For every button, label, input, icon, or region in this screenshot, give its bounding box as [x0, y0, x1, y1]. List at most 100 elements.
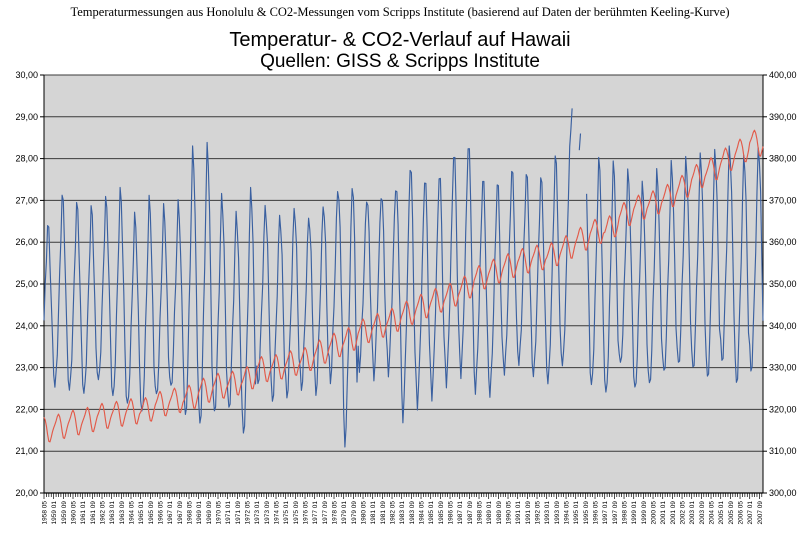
svg-text:1959 09: 1959 09	[61, 501, 68, 525]
svg-text:28,00: 28,00	[15, 154, 38, 164]
svg-text:1988 05: 1988 05	[477, 501, 484, 525]
svg-text:1962 05: 1962 05	[100, 501, 107, 525]
svg-text:2007 01: 2007 01	[747, 501, 754, 525]
svg-text:21,00: 21,00	[15, 446, 38, 456]
svg-text:1998 05: 1998 05	[622, 501, 629, 525]
svg-text:1969 01: 1969 01	[196, 501, 203, 525]
plot-border	[43, 75, 764, 494]
svg-text:1993 09: 1993 09	[554, 501, 561, 525]
svg-text:30,00: 30,00	[15, 70, 38, 80]
svg-text:1999 09: 1999 09	[641, 501, 648, 525]
svg-text:1982 05: 1982 05	[390, 501, 397, 525]
svg-text:1965 01: 1965 01	[138, 501, 145, 525]
svg-text:1975 01: 1975 01	[283, 501, 290, 525]
svg-text:1991 09: 1991 09	[525, 501, 532, 525]
svg-text:1961 09: 1961 09	[90, 501, 97, 525]
svg-text:1990 05: 1990 05	[506, 501, 513, 525]
svg-text:1979 09: 1979 09	[351, 501, 358, 525]
svg-text:1972 05: 1972 05	[245, 501, 252, 525]
svg-text:1958 05: 1958 05	[42, 501, 49, 525]
svg-text:2003 09: 2003 09	[699, 501, 706, 525]
svg-text:300,00: 300,00	[769, 488, 797, 498]
svg-text:360,00: 360,00	[769, 237, 797, 247]
svg-text:1967 09: 1967 09	[177, 501, 184, 525]
svg-text:1989 09: 1989 09	[496, 501, 503, 525]
svg-text:29,00: 29,00	[15, 112, 38, 122]
svg-text:310,00: 310,00	[769, 446, 797, 456]
svg-text:1980 05: 1980 05	[361, 501, 368, 525]
svg-text:2001 09: 2001 09	[670, 501, 677, 525]
svg-text:2005 09: 2005 09	[728, 501, 735, 525]
y-axis-right-labels: 400,00 390,00 380,00 370,00 360,00 350,00 340,…	[763, 70, 797, 498]
svg-text:1964 05: 1964 05	[129, 501, 136, 525]
svg-text:390,00: 390,00	[769, 112, 797, 122]
svg-text:1975 09: 1975 09	[293, 501, 300, 525]
svg-text:2007 09: 2007 09	[757, 501, 764, 525]
svg-text:1984 05: 1984 05	[419, 501, 426, 525]
svg-text:1968 05: 1968 05	[187, 501, 194, 525]
svg-text:2004 05: 2004 05	[709, 501, 716, 525]
svg-text:2001 01: 2001 01	[660, 501, 667, 525]
svg-text:1981 01: 1981 01	[370, 501, 377, 525]
y-axis-left-labels: 30,00 29,00 28,00 27,00 26,00 25,00 24,00 23,00…	[15, 70, 44, 498]
svg-text:1973 01: 1973 01	[254, 501, 261, 525]
svg-text:1967 01: 1967 01	[167, 501, 174, 525]
svg-text:1965 09: 1965 09	[148, 501, 155, 525]
svg-text:380,00: 380,00	[769, 154, 797, 164]
svg-text:1983 01: 1983 01	[399, 501, 406, 525]
chart-subtitle: Quellen: GISS & Scripps Institute	[260, 51, 540, 72]
svg-text:1961 01: 1961 01	[80, 501, 87, 525]
svg-text:1983 09: 1983 09	[409, 501, 416, 525]
svg-text:1994 05: 1994 05	[564, 501, 571, 525]
svg-text:330,00: 330,00	[769, 363, 797, 373]
svg-text:370,00: 370,00	[769, 195, 797, 205]
svg-text:1960 05: 1960 05	[71, 501, 78, 525]
svg-text:1986 05: 1986 05	[448, 501, 455, 525]
svg-text:22,00: 22,00	[15, 404, 38, 414]
svg-text:400,00: 400,00	[769, 70, 797, 80]
svg-text:1987 09: 1987 09	[467, 501, 474, 525]
svg-text:1969 09: 1969 09	[206, 501, 213, 525]
chart-header-note: Temperaturmessungen aus Honolulu & CO2-M…	[70, 5, 730, 19]
svg-text:1981 09: 1981 09	[380, 501, 387, 525]
svg-text:1977 09: 1977 09	[322, 501, 329, 525]
svg-text:1959 01: 1959 01	[51, 501, 58, 525]
svg-text:1970 05: 1970 05	[216, 501, 223, 525]
svg-text:1976 05: 1976 05	[303, 501, 310, 525]
svg-text:1966 05: 1966 05	[158, 501, 165, 525]
svg-text:1985 09: 1985 09	[438, 501, 445, 525]
svg-text:2002 05: 2002 05	[680, 501, 687, 525]
svg-text:1987 01: 1987 01	[457, 501, 464, 525]
svg-text:1996 05: 1996 05	[593, 501, 600, 525]
co2-line	[43, 129, 764, 443]
x-axis: 1958 05 1959 01 1959 09 1960 05 1961 01 1961 …	[42, 493, 764, 525]
svg-text:1971 01: 1971 01	[225, 501, 232, 525]
temperature-line	[43, 108, 764, 448]
svg-text:1991 01: 1991 01	[515, 501, 522, 525]
svg-text:1999 01: 1999 01	[631, 501, 638, 525]
svg-text:1963 01: 1963 01	[109, 501, 116, 525]
svg-text:1995 09: 1995 09	[583, 501, 590, 525]
svg-text:1973 09: 1973 09	[264, 501, 271, 525]
svg-text:1963 09: 1963 09	[119, 501, 126, 525]
svg-text:1989 01: 1989 01	[486, 501, 493, 525]
svg-text:24,00: 24,00	[15, 321, 38, 331]
svg-text:25,00: 25,00	[15, 279, 38, 289]
svg-text:2000 05: 2000 05	[651, 501, 658, 525]
svg-text:1997 01: 1997 01	[602, 501, 609, 525]
svg-text:320,00: 320,00	[769, 404, 797, 414]
svg-text:26,00: 26,00	[15, 237, 38, 247]
svg-text:20,00: 20,00	[15, 488, 38, 498]
svg-text:2005 01: 2005 01	[718, 501, 725, 525]
chart-title: Temperatur- & CO2-Verlauf auf Hawaii	[229, 29, 571, 51]
svg-text:1992 05: 1992 05	[535, 501, 542, 525]
svg-text:1974 05: 1974 05	[274, 501, 281, 525]
svg-text:23,00: 23,00	[15, 363, 38, 373]
svg-text:1995 01: 1995 01	[573, 501, 580, 525]
svg-text:1971 09: 1971 09	[235, 501, 242, 525]
svg-text:1978 05: 1978 05	[332, 501, 339, 525]
svg-text:340,00: 340,00	[769, 321, 797, 331]
svg-text:1985 01: 1985 01	[428, 501, 435, 525]
